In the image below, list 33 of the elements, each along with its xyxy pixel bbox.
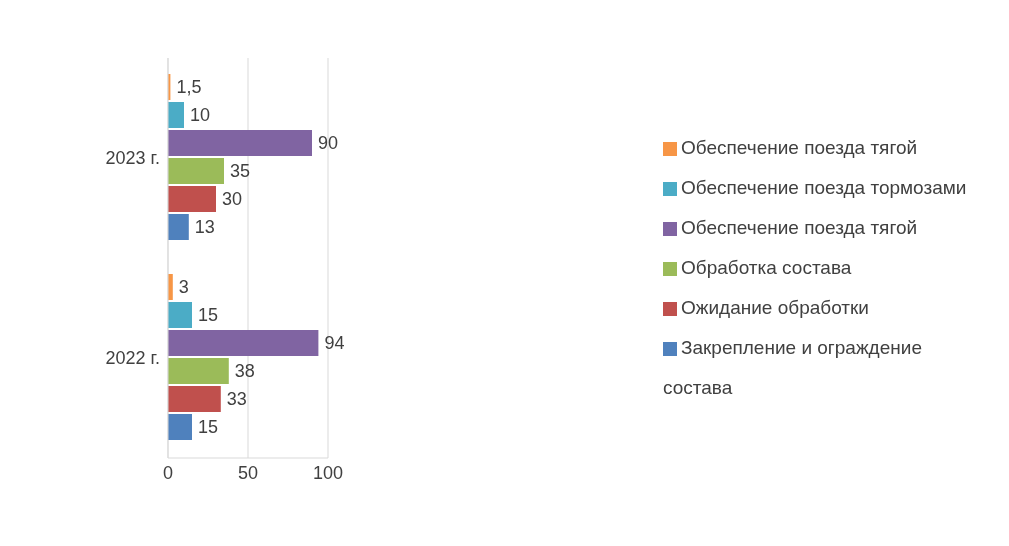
y-tick-label: 2023 г.	[105, 148, 160, 169]
x-tick-label: 100	[312, 462, 344, 483]
data-label: 38	[234, 361, 255, 381]
bar	[168, 214, 189, 240]
legend-label: Обеспечение поезда тягой	[681, 137, 918, 158]
bar	[168, 186, 216, 212]
legend-label: Ожидание обработки	[681, 297, 869, 318]
legend-label: Обработка состава	[681, 257, 852, 278]
bar	[168, 130, 312, 156]
bar	[168, 302, 192, 328]
bar	[168, 414, 192, 440]
data-label: 13	[194, 217, 215, 237]
x-tick-label: 50	[237, 462, 259, 483]
data-label: 90	[318, 133, 339, 153]
data-label: 10	[190, 105, 211, 125]
legend-label: Обеспечение поезда тягой	[681, 217, 918, 238]
legend-label: Обеспечение поезда тормозами	[681, 177, 967, 198]
data-label: 15	[198, 417, 219, 437]
data-label: 30	[222, 189, 243, 209]
legend-label: Закрепление и ограждение состава	[663, 337, 922, 398]
data-label: 35	[230, 161, 251, 181]
data-label: 33	[226, 389, 247, 409]
bar	[168, 102, 184, 128]
data-label: 3	[178, 277, 189, 297]
y-tick-label: 2022 г.	[105, 348, 160, 369]
data-label: 15	[198, 305, 219, 325]
bar	[168, 386, 221, 412]
data-label: 1,5	[176, 77, 202, 97]
data-label: 94	[324, 333, 345, 353]
x-tick-label: 0	[162, 462, 174, 483]
bar	[168, 158, 224, 184]
bar	[168, 330, 319, 356]
bar	[168, 358, 229, 384]
